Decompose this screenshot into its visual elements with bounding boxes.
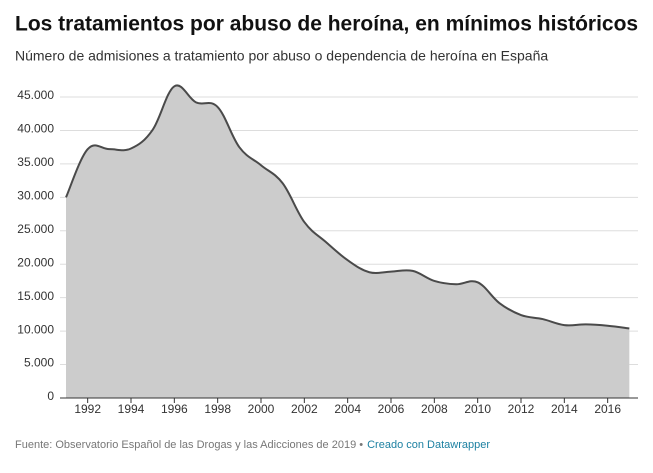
credit-link[interactable]: Creado con Datawrapper <box>367 439 490 451</box>
area <box>66 85 630 398</box>
x-tick-label: 1992 <box>74 402 101 416</box>
x-tick-label: 2002 <box>291 402 318 416</box>
x-tick-label: 1998 <box>204 402 231 416</box>
chart-title: Los tratamientos por abuso de heroína, e… <box>15 13 638 36</box>
y-tick-label: 0 <box>47 389 54 403</box>
x-tick-label: 2006 <box>378 402 405 416</box>
y-tick-label: 35.000 <box>17 155 54 169</box>
x-tick-label: 2014 <box>551 402 578 416</box>
source: Fuente: Observatorio Español de las Drog… <box>15 439 363 451</box>
line <box>65 84 630 330</box>
x-tick-label: 2016 <box>594 402 621 416</box>
x-tick-label: 1996 <box>161 402 188 416</box>
y-tick-label: 5.000 <box>24 356 54 370</box>
y-tick-label: 20.000 <box>17 255 54 269</box>
y-tick-label: 45.000 <box>17 88 54 102</box>
y-tick-label: 15.000 <box>17 289 54 303</box>
x-tick-label: 1994 <box>118 402 145 416</box>
y-tick-label: 25.000 <box>17 222 54 236</box>
y-tick-label: 10.000 <box>17 322 54 336</box>
x-tick-label: 2012 <box>508 402 535 416</box>
chart-subtitle: Número de admisiones a tratamiento por a… <box>15 48 548 64</box>
y-tick-label: 40.000 <box>17 122 54 136</box>
x-tick-label: 2010 <box>464 402 491 416</box>
y-tick-label: 30.000 <box>17 189 54 203</box>
x-tick-label: 2008 <box>421 402 448 416</box>
x-tick-label: 2004 <box>334 402 361 416</box>
x-tick-label: 2000 <box>248 402 275 416</box>
